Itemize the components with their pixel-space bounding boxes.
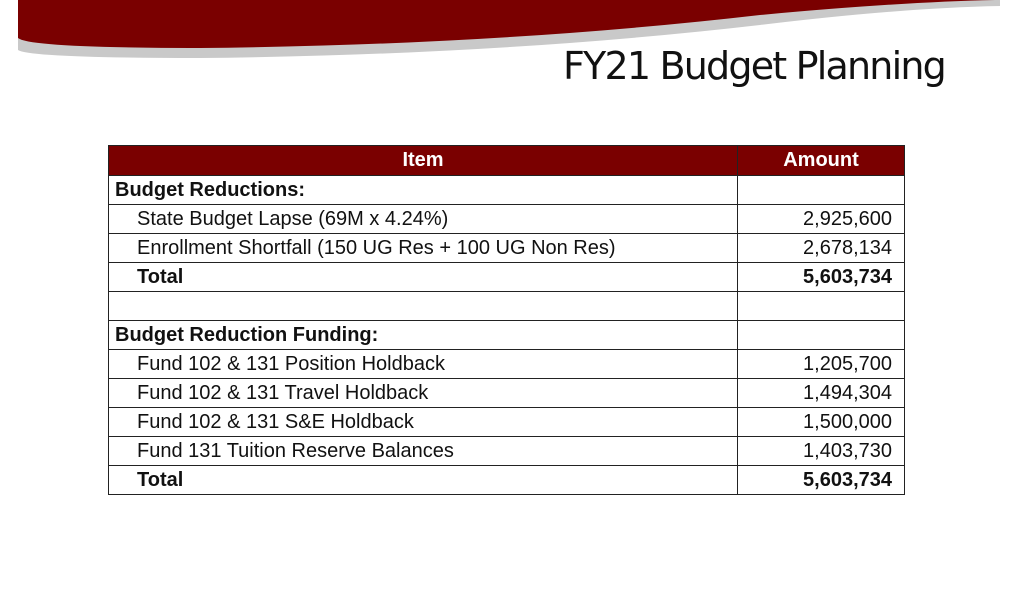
amount-cell: 1,403,730 bbox=[737, 436, 905, 466]
amount-cell: 2,678,134 bbox=[737, 233, 905, 263]
item-cell bbox=[108, 291, 738, 321]
column-header-item: Item bbox=[108, 145, 738, 176]
item-cell: Total bbox=[108, 262, 738, 292]
amount-cell: 2,925,600 bbox=[737, 204, 905, 234]
budget-table: Item Amount Budget Reductions: State Budg… bbox=[108, 145, 905, 495]
item-cell: Fund 102 & 131 S&E Holdback bbox=[108, 407, 738, 437]
amount-cell: 5,603,734 bbox=[737, 465, 905, 495]
item-cell: State Budget Lapse (69M x 4.24%) bbox=[108, 204, 738, 234]
item-cell: Budget Reduction Funding: bbox=[108, 320, 738, 350]
item-cell: Fund 102 & 131 Position Holdback bbox=[108, 349, 738, 379]
table-row bbox=[108, 291, 905, 321]
amount-cell: 1,500,000 bbox=[737, 407, 905, 437]
amount-cell bbox=[737, 291, 905, 321]
amount-cell: 1,494,304 bbox=[737, 378, 905, 408]
slide-title: FY21 Budget Planning bbox=[563, 44, 947, 88]
table-row: Enrollment Shortfall (150 UG Res + 100 U… bbox=[108, 233, 905, 263]
table-row: Fund 102 & 131 S&E Holdback 1,500,000 bbox=[108, 407, 905, 437]
item-cell: Budget Reductions: bbox=[108, 175, 738, 205]
section-row: Budget Reduction Funding: bbox=[108, 320, 905, 350]
table-row: State Budget Lapse (69M x 4.24%) 2,925,60… bbox=[108, 204, 905, 234]
item-cell: Total bbox=[108, 465, 738, 495]
total-row: Total 5,603,734 bbox=[108, 465, 905, 495]
item-cell: Fund 102 & 131 Travel Holdback bbox=[108, 378, 738, 408]
table-row: Fund 102 & 131 Position Holdback 1,205,70… bbox=[108, 349, 905, 379]
amount-cell: 1,205,700 bbox=[737, 349, 905, 379]
amount-cell bbox=[737, 320, 905, 350]
header-swoosh-banner bbox=[18, 0, 1000, 58]
amount-cell bbox=[737, 175, 905, 205]
total-row: Total 5,603,734 bbox=[108, 262, 905, 292]
section-row: Budget Reductions: bbox=[108, 175, 905, 205]
column-header-amount: Amount bbox=[737, 145, 905, 176]
amount-cell: 5,603,734 bbox=[737, 262, 905, 292]
table-row: Fund 102 & 131 Travel Holdback 1,494,304 bbox=[108, 378, 905, 408]
item-cell: Enrollment Shortfall (150 UG Res + 100 U… bbox=[108, 233, 738, 263]
table-header-row: Item Amount bbox=[108, 145, 905, 176]
table-row: Fund 131 Tuition Reserve Balances 1,403,7… bbox=[108, 436, 905, 466]
item-cell: Fund 131 Tuition Reserve Balances bbox=[108, 436, 738, 466]
